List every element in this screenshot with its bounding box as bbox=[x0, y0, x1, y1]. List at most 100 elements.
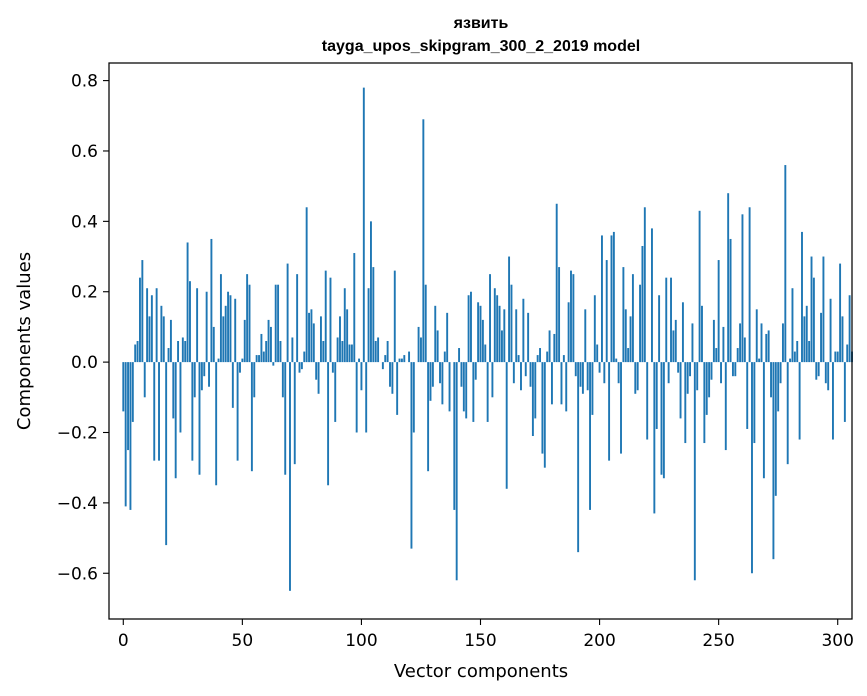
bar-279 bbox=[786, 362, 789, 465]
bar-133 bbox=[439, 362, 441, 384]
bar-120 bbox=[408, 351, 411, 363]
bar-297 bbox=[829, 298, 832, 363]
bar-289 bbox=[810, 256, 813, 363]
bar-131 bbox=[434, 305, 437, 363]
bar-235 bbox=[681, 302, 684, 363]
bar-262 bbox=[746, 362, 749, 429]
bar-75 bbox=[300, 362, 303, 370]
bar-227 bbox=[662, 362, 665, 479]
bar-118 bbox=[403, 355, 406, 363]
bar-10 bbox=[146, 288, 149, 363]
bar-135 bbox=[443, 351, 446, 363]
bar-272 bbox=[770, 362, 772, 398]
bar-169 bbox=[524, 362, 527, 377]
bar-5 bbox=[134, 344, 137, 363]
bar-139 bbox=[453, 362, 456, 510]
bar-250 bbox=[717, 260, 720, 363]
x-tick-label: 0 bbox=[118, 631, 129, 651]
bar-157 bbox=[496, 295, 499, 363]
bar-243 bbox=[701, 305, 703, 363]
bar-234 bbox=[679, 362, 682, 419]
bar-303 bbox=[843, 362, 846, 422]
bar-228 bbox=[665, 277, 668, 363]
bar-242 bbox=[698, 210, 701, 363]
bar-111 bbox=[386, 341, 389, 363]
bar-291 bbox=[815, 362, 818, 380]
bar-49 bbox=[239, 362, 241, 373]
bar-247 bbox=[710, 362, 713, 380]
bar-288 bbox=[808, 341, 811, 363]
bar-286 bbox=[803, 316, 806, 363]
bar-18 bbox=[165, 362, 168, 546]
bar-223 bbox=[653, 362, 656, 514]
bar-210 bbox=[622, 267, 625, 363]
bar-241 bbox=[696, 362, 699, 391]
bar-47 bbox=[234, 298, 237, 363]
bar-222 bbox=[651, 228, 653, 363]
bar-285 bbox=[801, 231, 803, 363]
bar-246 bbox=[708, 362, 711, 398]
bar-20 bbox=[169, 319, 172, 363]
bar-69 bbox=[286, 263, 289, 363]
y-axis-ticks: −0.6 −0.4 −0.2 0.0 0.2 0.4 0.6 0.8 bbox=[57, 72, 109, 584]
bar-253 bbox=[724, 362, 727, 451]
bar-191 bbox=[577, 362, 580, 553]
bar-55 bbox=[253, 362, 256, 398]
bar-208 bbox=[617, 362, 620, 384]
bar-68 bbox=[284, 362, 287, 475]
bar-170 bbox=[527, 312, 530, 363]
bar-152 bbox=[484, 344, 487, 363]
bar-277 bbox=[781, 323, 784, 363]
bar-271 bbox=[767, 330, 770, 363]
bar-9 bbox=[143, 362, 146, 398]
bars-group bbox=[122, 87, 853, 591]
bar-260 bbox=[741, 214, 744, 363]
bar-156 bbox=[493, 288, 496, 363]
bar-296 bbox=[827, 362, 830, 391]
bar-77 bbox=[305, 207, 308, 363]
bar-162 bbox=[508, 256, 511, 363]
bar-24 bbox=[179, 362, 182, 433]
bar-274 bbox=[774, 362, 777, 496]
bar-100 bbox=[360, 362, 363, 391]
bar-230 bbox=[670, 277, 672, 363]
bar-91 bbox=[339, 316, 341, 363]
bar-110 bbox=[384, 355, 387, 363]
bar-199 bbox=[596, 344, 599, 363]
bar-298 bbox=[832, 362, 834, 440]
bar-178 bbox=[546, 351, 549, 363]
bar-189 bbox=[572, 274, 575, 363]
x-tick-label: 300 bbox=[821, 631, 853, 651]
bar-127 bbox=[424, 284, 427, 363]
bar-130 bbox=[431, 362, 434, 387]
bar-23 bbox=[177, 341, 180, 363]
bar-195 bbox=[586, 362, 589, 391]
bar-233 bbox=[677, 362, 680, 373]
bar-214 bbox=[631, 274, 634, 363]
bar-107 bbox=[377, 337, 380, 363]
bar-67 bbox=[281, 362, 284, 398]
bar-102 bbox=[365, 362, 368, 433]
bar-116 bbox=[398, 358, 401, 363]
bar-213 bbox=[629, 316, 632, 363]
bar-225 bbox=[658, 295, 661, 363]
bar-15 bbox=[158, 362, 160, 461]
bar-3 bbox=[129, 362, 132, 510]
bar-95 bbox=[348, 344, 351, 363]
bar-132 bbox=[436, 330, 439, 363]
y-tick-label: −0.2 bbox=[57, 423, 98, 443]
bar-62 bbox=[269, 326, 272, 363]
bar-176 bbox=[541, 362, 544, 454]
bar-267 bbox=[758, 358, 761, 363]
bar-88 bbox=[331, 362, 334, 373]
bar-219 bbox=[643, 207, 646, 363]
bar-148 bbox=[474, 362, 477, 380]
bar-168 bbox=[522, 298, 525, 363]
bar-197 bbox=[591, 362, 594, 415]
bar-4 bbox=[131, 362, 134, 422]
bar-83 bbox=[319, 316, 322, 363]
bar-27 bbox=[186, 242, 189, 363]
bar-26 bbox=[184, 341, 187, 363]
bar-143 bbox=[462, 362, 465, 412]
bar-198 bbox=[593, 295, 596, 363]
